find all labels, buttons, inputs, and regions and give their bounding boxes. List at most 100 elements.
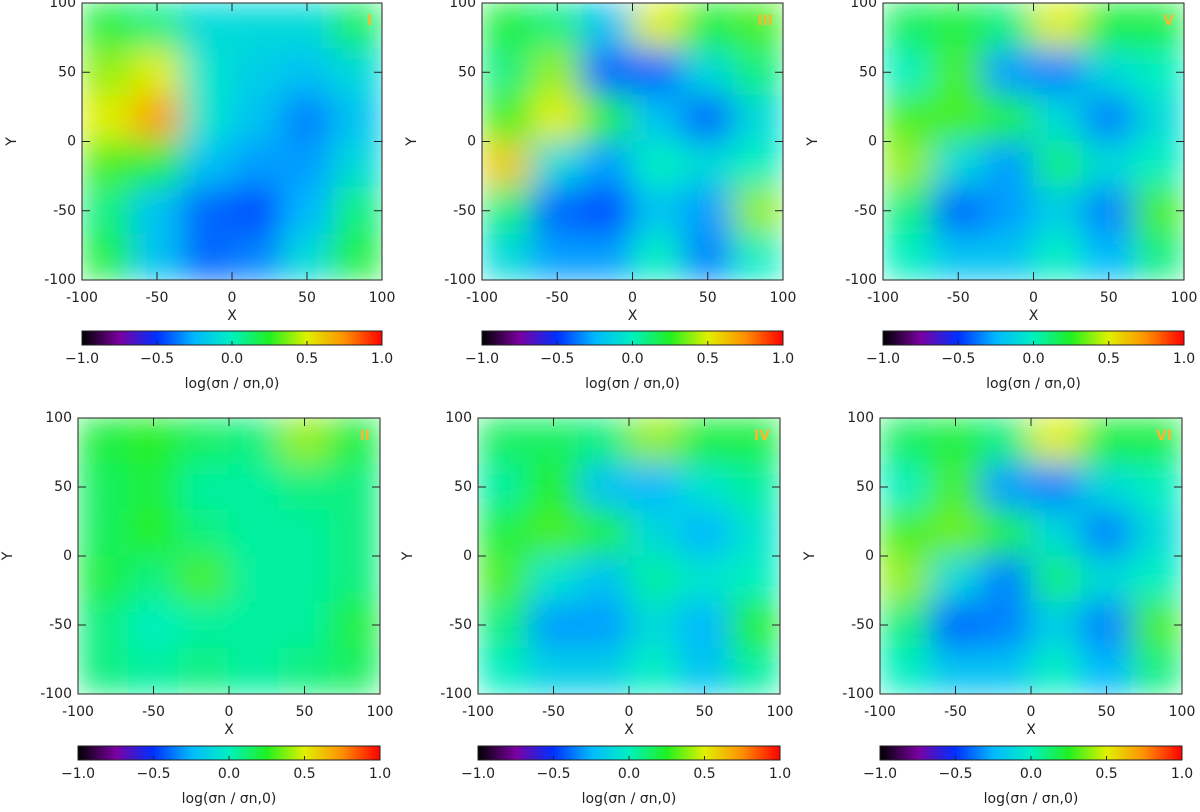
- x-tick-label: -50: [944, 704, 967, 720]
- y-tick-label: 50: [856, 479, 874, 495]
- heatmap-cell: [932, 48, 984, 96]
- x-tick-label: 100: [367, 704, 394, 720]
- heatmap-cell: [980, 418, 1032, 465]
- y-tick-label: -100: [440, 686, 472, 702]
- heatmap-cell: [578, 418, 630, 465]
- heatmap-cell: [880, 463, 931, 511]
- heatmap-cell: [729, 555, 780, 603]
- colorbar-tick-label: 1.0: [1171, 766, 1193, 782]
- heatmap-cell: [331, 3, 382, 50]
- heatmap-cell: [531, 187, 583, 235]
- heatmap-cell: [78, 647, 129, 694]
- heatmap-cell: [932, 187, 984, 235]
- heatmap-cell: [178, 509, 230, 557]
- colorbar-tick-label: 0.0: [1022, 351, 1044, 367]
- heatmap-cell: [628, 555, 680, 603]
- heatmap-cell: [578, 555, 630, 603]
- heatmap-cell: [632, 187, 684, 235]
- heatmap-cell: [628, 601, 680, 649]
- x-tick-label: -50: [142, 704, 165, 720]
- heatmap-cell: [231, 3, 283, 50]
- heatmap-cell: [578, 601, 630, 649]
- heatmap-cell: [228, 463, 280, 511]
- heatmap-cell: [1033, 94, 1085, 142]
- heatmap-cell: [278, 509, 331, 557]
- heatmap-cell: [678, 555, 731, 603]
- colorbar-tick-label: −1.0: [61, 766, 95, 782]
- heatmap-cell: [1030, 555, 1082, 603]
- x-tick-label: -100: [466, 290, 498, 306]
- heatmap-cell: [982, 141, 1034, 189]
- heatmap-cell: [581, 3, 633, 50]
- panel: -100 -50 0 50 100 -100 -50 0 50 100 X Y V −1.0 −0.5 0.0…: [805, 0, 1197, 392]
- heatmap-cell: [531, 141, 583, 189]
- heatmap-cell: [1083, 48, 1135, 96]
- heatmap-cells: [883, 3, 1184, 280]
- heatmap-field: [478, 418, 780, 694]
- x-tick-label: 0: [1029, 290, 1038, 306]
- heatmap-cell: [980, 601, 1032, 649]
- heatmap-cell: [581, 94, 633, 142]
- heatmap-cell: [78, 509, 129, 557]
- x-tick-label: -100: [867, 290, 899, 306]
- x-tick-label: 0: [228, 290, 237, 306]
- heatmap-cell: [729, 509, 780, 557]
- x-tick-label: -50: [146, 290, 169, 306]
- heatmap-cell: [281, 94, 333, 142]
- x-axis-label: X: [1026, 722, 1036, 738]
- panel-label: II: [360, 428, 370, 444]
- heatmap-cell: [1030, 463, 1082, 511]
- heatmap-cell: [1033, 233, 1085, 280]
- heatmap-cell: [78, 463, 129, 511]
- heatmap-cell: [982, 3, 1034, 50]
- heatmap-cell: [278, 555, 331, 603]
- heatmap-cell: [578, 509, 630, 557]
- y-tick-label: -100: [444, 272, 476, 288]
- y-tick-label: 100: [45, 410, 72, 426]
- colorbar-tick-label: 0.5: [697, 351, 719, 367]
- heatmap-cell: [482, 48, 533, 96]
- heatmap-cell: [82, 3, 133, 50]
- heatmap-cell: [482, 141, 533, 189]
- heatmap-cell: [478, 463, 529, 511]
- heatmap-cell: [231, 48, 283, 96]
- y-tick-label: 50: [54, 479, 72, 495]
- x-axis-label: X: [227, 308, 237, 324]
- heatmap-cell: [883, 187, 934, 235]
- y-axis-label: Y: [802, 551, 818, 561]
- x-tick-label: -100: [66, 290, 98, 306]
- colorbar-tick-label: −0.5: [537, 766, 571, 782]
- y-tick-label: -50: [453, 203, 476, 219]
- x-tick-label: 100: [1169, 704, 1196, 720]
- heatmap-cell: [131, 94, 183, 142]
- heatmap-field: [78, 418, 380, 694]
- heatmap-cell: [729, 418, 780, 465]
- heatmap-cell: [1030, 601, 1082, 649]
- panel: -100 -50 0 50 100 -100 -50 0 50 100 X Y III −1.0 −0.5 0…: [404, 0, 796, 392]
- y-tick-label: -50: [53, 203, 76, 219]
- heatmap-cell: [678, 601, 731, 649]
- heatmap-cell: [329, 463, 380, 511]
- y-tick-label: 0: [467, 134, 476, 150]
- heatmap-cell: [127, 555, 180, 603]
- x-tick-label: -50: [546, 290, 569, 306]
- heatmap-cell: [78, 418, 129, 465]
- heatmap-cell: [331, 187, 382, 235]
- colorbar-tick-label: 1.0: [772, 351, 794, 367]
- heatmap-field: [482, 3, 783, 280]
- heatmap-cell: [628, 463, 680, 511]
- panel-label: IV: [754, 428, 770, 444]
- heatmap-cell: [880, 601, 931, 649]
- panel: -100 -50 0 50 100 -100 -50 0 50 100 X Y VI −1.0 −0.5 0.…: [802, 410, 1195, 807]
- y-tick-label: 0: [63, 548, 72, 564]
- x-axis-label: X: [1029, 308, 1039, 324]
- y-tick-label: -50: [854, 203, 877, 219]
- heatmap-cell: [329, 418, 380, 465]
- colorbar-label: log(σn / σn,0): [984, 791, 1079, 807]
- heatmap-cell: [181, 48, 233, 96]
- x-tick-label: 50: [696, 704, 714, 720]
- heatmap-cell: [127, 509, 180, 557]
- heatmap-cell: [78, 555, 129, 603]
- heatmap-cell: [228, 601, 280, 649]
